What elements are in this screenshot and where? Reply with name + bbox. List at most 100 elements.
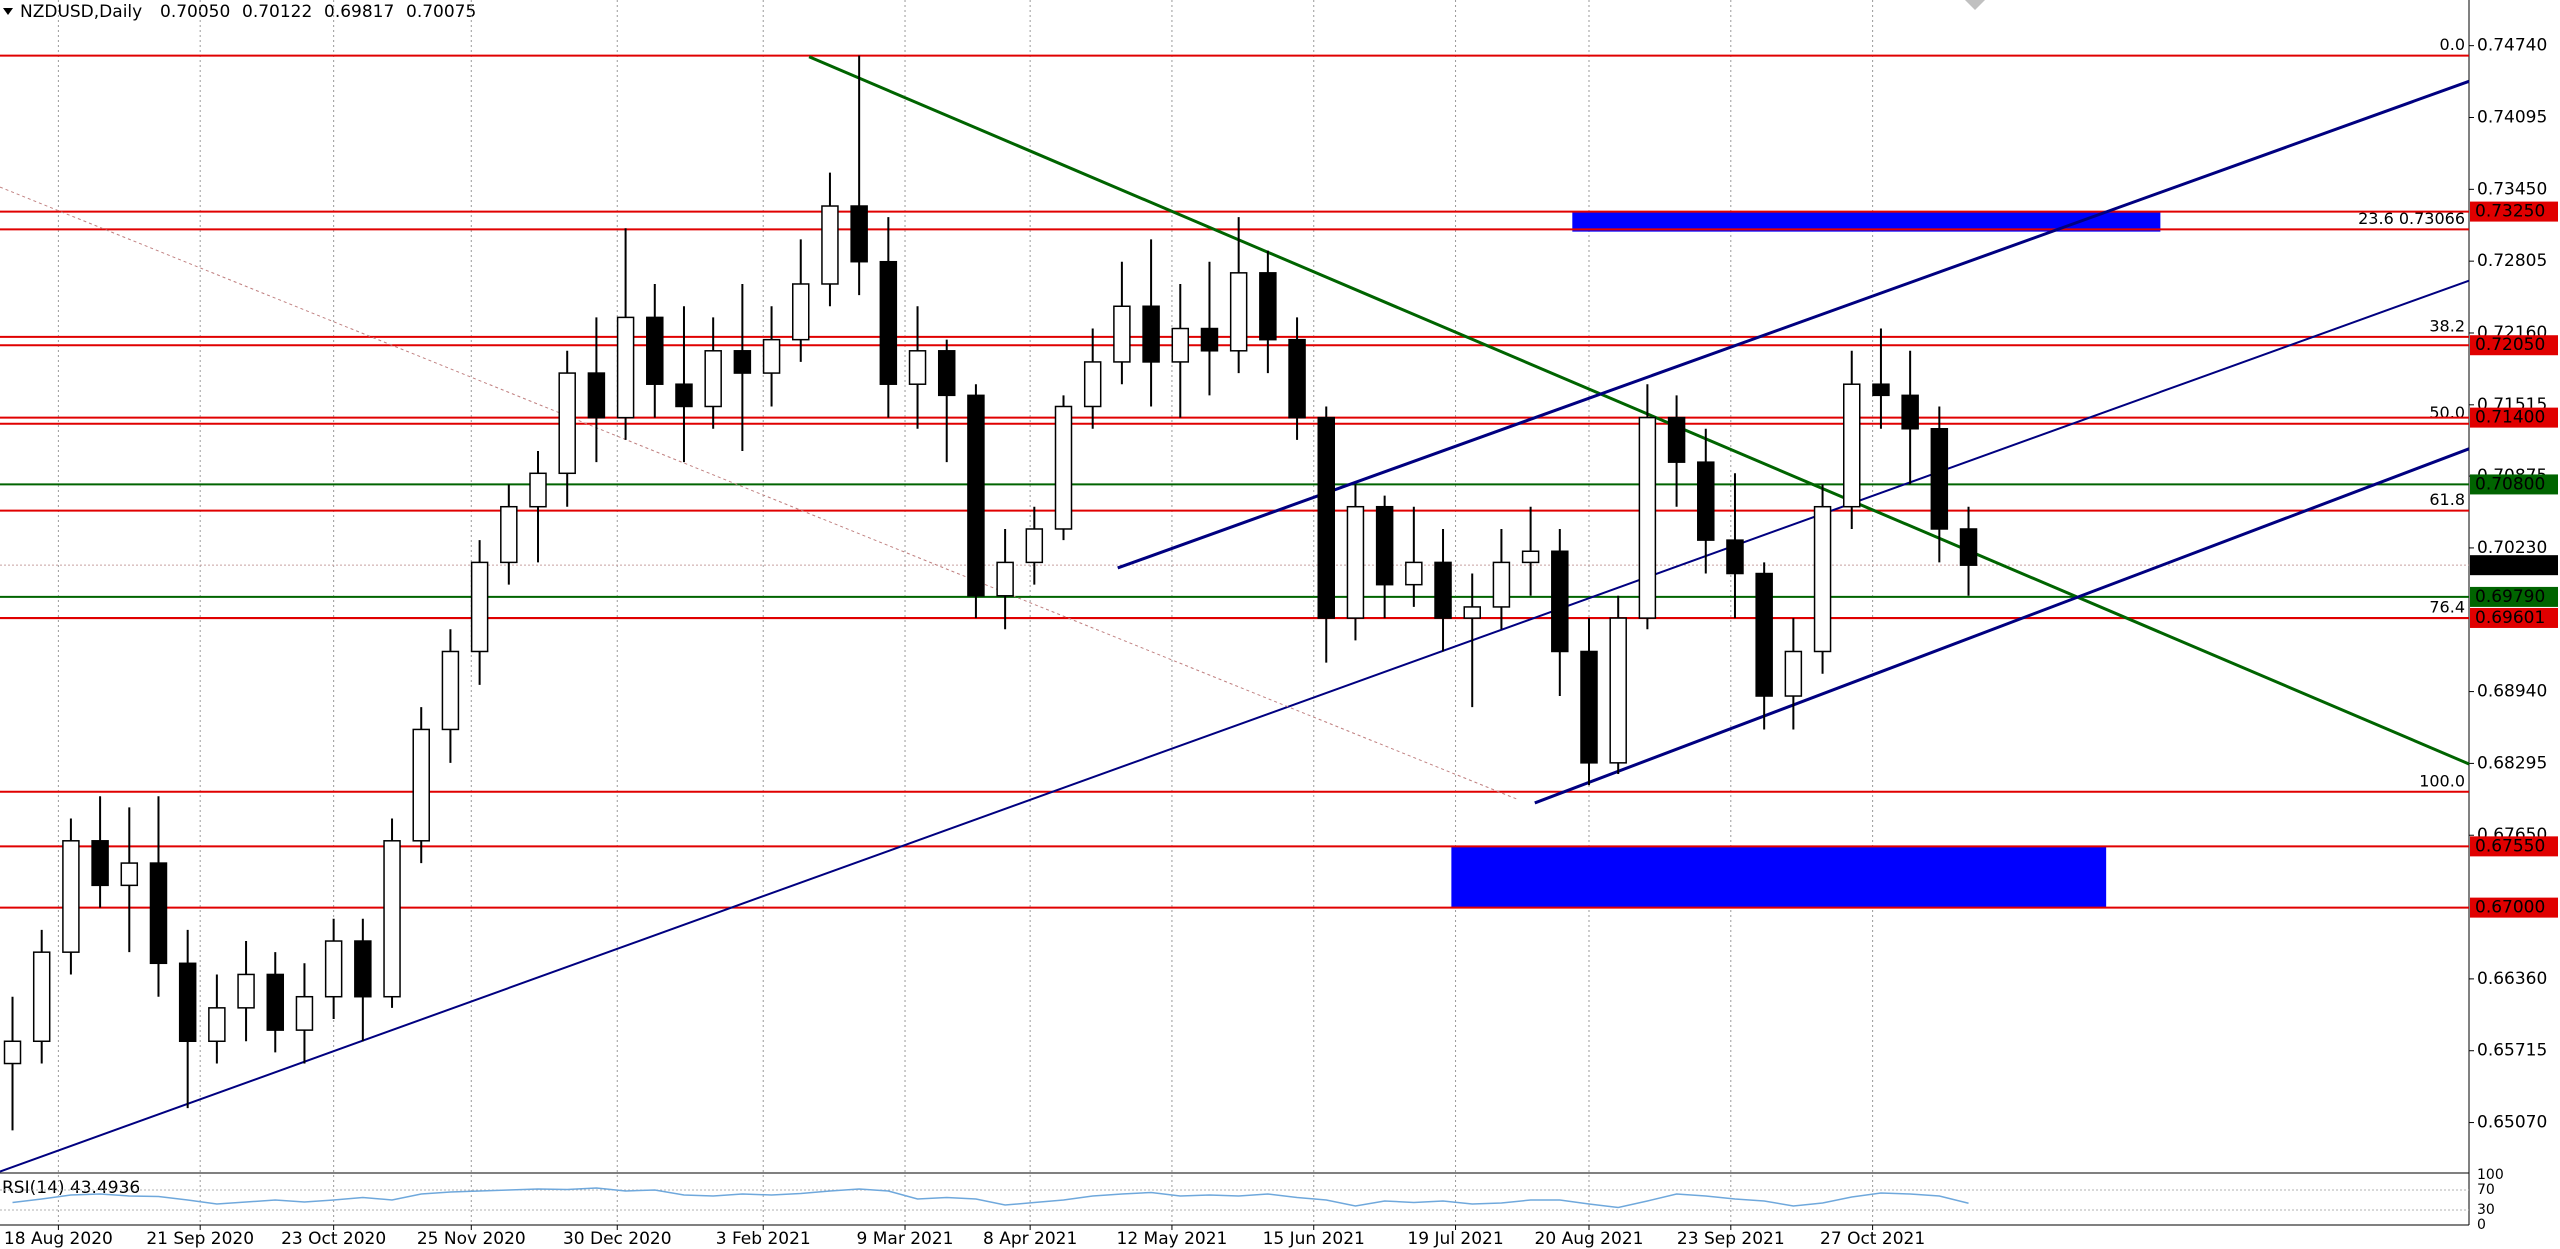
y-tick-label: 0.72805 <box>2477 251 2547 271</box>
x-tick-label: 30 Dec 2020 <box>563 1229 672 1249</box>
ohlc-value: 0.69817 <box>324 2 394 22</box>
y-tick-label: 0.74095 <box>2477 107 2547 127</box>
candle-body <box>1843 383 1861 508</box>
candle-body <box>1638 416 1657 619</box>
candle-body <box>91 840 109 887</box>
candle-body <box>1813 505 1832 653</box>
rsi-tick-label: 0 <box>2477 1217 2486 1233</box>
trendline <box>808 55 2470 766</box>
rsi-title: RSI(14) 43.4936 <box>2 1178 140 1198</box>
x-tick-label: 15 Jun 2021 <box>1263 1229 1365 1249</box>
candle-body <box>62 840 80 953</box>
candle-body <box>587 372 606 419</box>
candle-body <box>879 260 898 385</box>
candle-body <box>1726 539 1744 575</box>
ohlc-value: 0.70075 <box>406 2 476 22</box>
price-box <box>2470 474 2558 495</box>
y-tick-label: 0.73450 <box>2477 179 2547 199</box>
price-label: 0.69601 <box>2475 608 2545 628</box>
price-label: 0.70075 <box>2475 555 2545 575</box>
candle-body <box>792 283 810 341</box>
candle-body <box>120 862 139 887</box>
candle-body <box>1492 561 1511 608</box>
fib-label: 76.4 <box>2429 598 2465 617</box>
candle-body <box>1551 550 1569 653</box>
candle-body <box>937 350 956 397</box>
candle-body <box>1375 505 1394 586</box>
y-tick-label: 0.68940 <box>2477 682 2547 702</box>
price-label: 0.72050 <box>2475 335 2545 355</box>
x-tick-label: 18 Aug 2020 <box>4 1229 113 1249</box>
candle-body <box>616 316 635 419</box>
fib-label: 61.8 <box>2429 490 2465 509</box>
candle-body <box>1259 272 1277 341</box>
candle-body <box>1229 272 1248 352</box>
candle-body <box>1083 361 1102 408</box>
y-tick-label: 0.70230 <box>2477 538 2547 558</box>
candle-body <box>266 973 285 1031</box>
candle-body <box>529 472 547 508</box>
x-tick-label: 20 Aug 2021 <box>1535 1229 1644 1249</box>
fib-label: 23.6 0.73066 <box>2358 209 2465 228</box>
candle-body <box>149 862 168 965</box>
candle-body <box>908 350 927 385</box>
candle-body <box>1405 561 1423 586</box>
candle-body <box>412 728 430 842</box>
price-box <box>2470 201 2558 222</box>
candle-body <box>470 561 489 653</box>
ohlc-value: 0.70050 <box>160 2 230 22</box>
candle-body <box>1667 416 1686 463</box>
candle-body <box>1784 650 1803 697</box>
candle-body <box>1025 528 1044 564</box>
candle-body <box>1959 528 1978 566</box>
candle-body <box>704 350 722 408</box>
candle-body <box>354 940 372 998</box>
price-box <box>2470 335 2558 356</box>
candle-body <box>32 951 51 1043</box>
x-tick-label: 19 Jul 2021 <box>1407 1229 1503 1249</box>
fib-label: 38.2 <box>2429 316 2465 335</box>
trendline <box>1117 79 2470 570</box>
x-tick-label: 9 Mar 2021 <box>857 1229 954 1249</box>
candle-body <box>383 840 401 998</box>
candle-body <box>1171 327 1190 363</box>
candle-body <box>1580 650 1598 764</box>
x-tick-label: 8 Apr 2021 <box>983 1229 1077 1249</box>
price-label: 0.71400 <box>2475 408 2545 428</box>
y-tick-label: 0.65715 <box>2477 1041 2547 1061</box>
candle-body <box>1872 383 1890 397</box>
trendline <box>0 279 2470 1173</box>
candle-body <box>1346 505 1365 619</box>
menu-arrow[interactable] <box>3 8 13 15</box>
candle-body <box>733 350 752 374</box>
price-box <box>2470 897 2558 918</box>
x-tick-label: 25 Nov 2020 <box>417 1229 526 1249</box>
trendline <box>0 186 1519 801</box>
candle-body <box>850 205 868 263</box>
price-box <box>2470 555 2558 576</box>
price-label: 0.69790 <box>2475 587 2545 607</box>
candle-body <box>441 650 460 731</box>
y-tick-label: 0.74740 <box>2477 36 2547 56</box>
candle-body <box>1288 338 1306 419</box>
candle-body <box>1755 572 1773 697</box>
candle-body <box>1521 550 1540 564</box>
price-label: 0.73250 <box>2475 202 2545 222</box>
candle-body <box>1200 327 1219 352</box>
ohlc-value: 0.70122 <box>242 2 312 22</box>
candle-body <box>1697 461 1715 541</box>
candle-body <box>675 383 693 408</box>
price-label: 0.70800 <box>2475 474 2545 494</box>
candle-body <box>1901 394 1919 430</box>
candle-body <box>1434 561 1452 619</box>
candle-body <box>1609 617 1627 764</box>
trendline <box>1534 447 2470 805</box>
x-tick-label: 27 Oct 2021 <box>1820 1229 1925 1249</box>
price-box <box>2470 586 2558 607</box>
y-tick-label: 0.68295 <box>2477 753 2547 773</box>
candle-body <box>821 205 839 285</box>
candle-body <box>558 372 576 475</box>
candle-body <box>324 940 343 998</box>
